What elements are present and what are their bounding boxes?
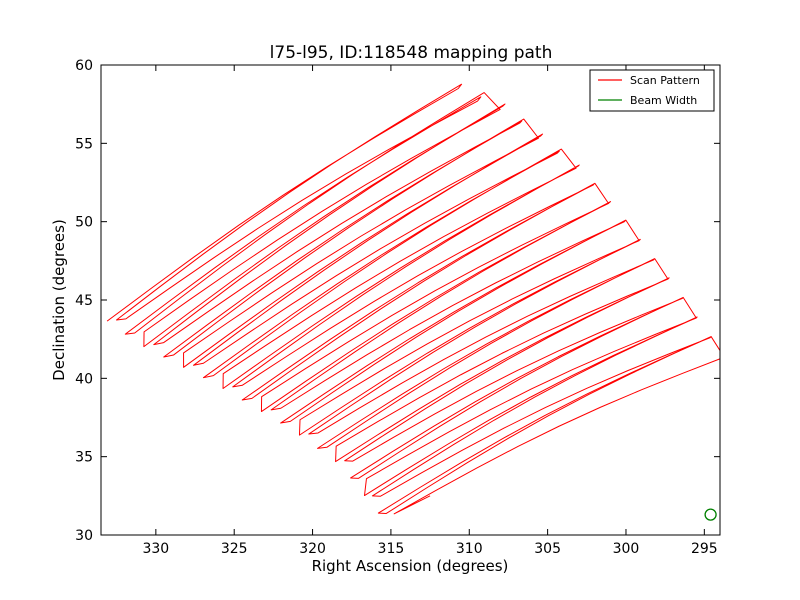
y-tick-label: 35 bbox=[75, 450, 93, 466]
y-tick-label: 50 bbox=[75, 215, 93, 231]
x-axis: 330 325 320 315 310 305 300 295 bbox=[142, 65, 718, 557]
legend: Scan Pattern Beam Width bbox=[589, 69, 715, 112]
x-tick-label: 305 bbox=[534, 541, 561, 557]
scan-pattern-line bbox=[106, 83, 720, 515]
y-axis: 30 35 40 45 50 55 60 bbox=[75, 58, 720, 544]
y-tick-label: 40 bbox=[75, 371, 93, 387]
x-tick-label: 325 bbox=[221, 541, 248, 557]
x-tick-label: 310 bbox=[456, 541, 483, 557]
x-tick-label: 315 bbox=[378, 541, 405, 557]
legend-label-scan-pattern: Scan Pattern bbox=[630, 74, 700, 87]
y-tick-label: 55 bbox=[75, 136, 93, 152]
legend-box bbox=[589, 69, 715, 112]
x-axis-label: Right Ascension (degrees) bbox=[312, 557, 509, 575]
beam-width-circle bbox=[704, 508, 717, 521]
y-tick-label: 45 bbox=[75, 293, 93, 309]
chart-title: l75-l95, ID:118548 mapping path bbox=[270, 43, 553, 63]
x-tick-label: 295 bbox=[691, 541, 718, 557]
x-tick-label: 300 bbox=[613, 541, 640, 557]
x-tick-label: 330 bbox=[142, 541, 169, 557]
plot-area bbox=[106, 83, 720, 521]
legend-label-beam-width: Beam Width bbox=[630, 94, 697, 107]
y-tick-label: 30 bbox=[75, 528, 93, 544]
x-tick-label: 320 bbox=[299, 541, 326, 557]
y-tick-label: 60 bbox=[75, 58, 93, 74]
y-axis-label: Declination (degrees) bbox=[50, 219, 68, 381]
